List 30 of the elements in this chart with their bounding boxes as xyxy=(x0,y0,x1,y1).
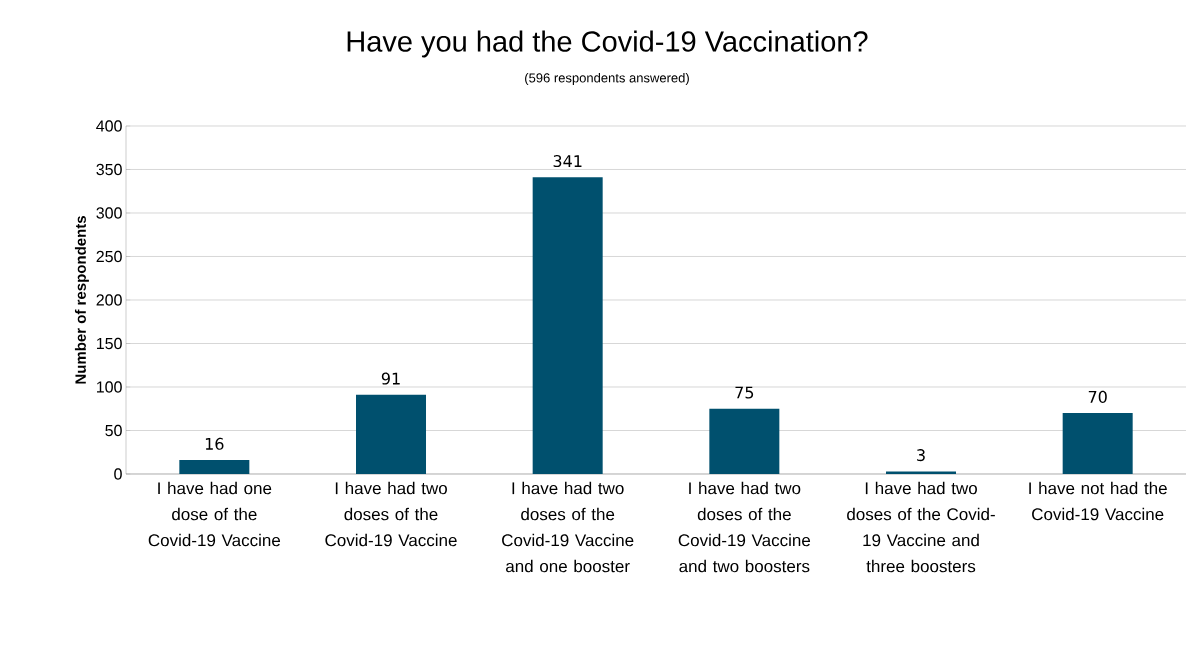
data-label: 75 xyxy=(735,386,754,399)
bar xyxy=(356,394,427,474)
x-tick-label: I have had two doses of the Covid-19 Vaccine xyxy=(325,481,457,547)
chart-title: Have you had the Covid-19 Vaccination? xyxy=(347,30,868,58)
bar xyxy=(1062,413,1133,474)
bar xyxy=(179,460,250,474)
data-label: 3 xyxy=(917,449,925,462)
data-label: 341 xyxy=(553,155,582,168)
bar xyxy=(532,177,603,474)
x-tick-label: I have had two doses of the Covid-19 Vaccine and one booster xyxy=(502,481,634,573)
y-tick-label: 350 xyxy=(96,163,122,176)
y-tick-label: 400 xyxy=(96,120,122,132)
x-tick-label: I have had two doses of the Covid-19 Vaccine and three boosters xyxy=(847,481,995,573)
y-axis-title: Number of respondents xyxy=(74,216,89,384)
bar xyxy=(886,471,957,474)
chart-subtitle: (596 respondents answered) xyxy=(525,72,689,86)
x-tick-label: I have had two doses of the Covid-19 Vaccine and two boosters xyxy=(678,481,811,573)
y-tick-label: 250 xyxy=(96,250,122,263)
bar xyxy=(709,408,780,474)
y-tick-label: 0 xyxy=(114,468,122,480)
y-tick-label: 100 xyxy=(97,381,122,393)
data-label: 91 xyxy=(381,372,400,385)
y-tick-label: 50 xyxy=(105,424,122,437)
y-tick-label: 200 xyxy=(96,294,122,306)
data-label: 70 xyxy=(1088,390,1107,403)
y-tick-label: 300 xyxy=(96,207,122,219)
x-tick-label: I have had one dose of the Covid-19 Vaccine xyxy=(148,481,281,547)
x-tick-label: I have not had the Covid-19 Vaccine xyxy=(1029,481,1167,521)
y-tick-label: 150 xyxy=(97,337,122,350)
data-label: 16 xyxy=(205,437,224,450)
